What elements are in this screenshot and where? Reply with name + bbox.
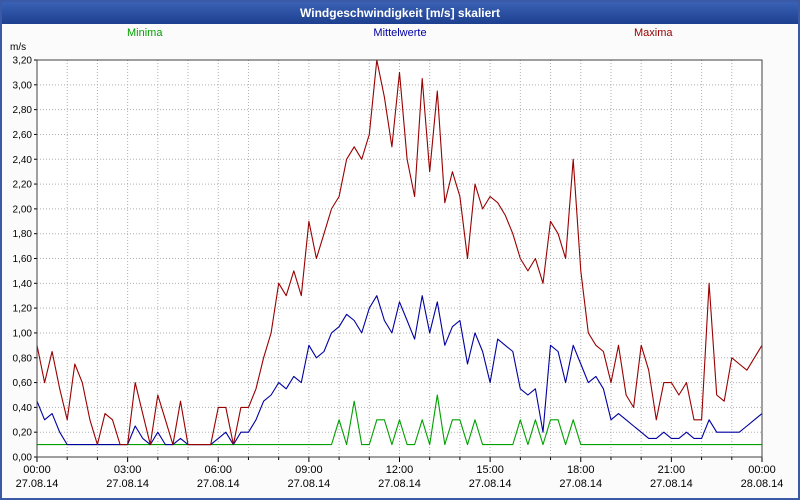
y-tick-label: 1,20 bbox=[13, 304, 33, 315]
y-tick-label: 0,00 bbox=[13, 453, 33, 464]
series-minima-line bbox=[37, 394, 762, 446]
x-tick-time-label: 21:00 bbox=[658, 464, 686, 476]
x-tick-date-label: 27.08.14 bbox=[378, 478, 421, 490]
legend-mittelwerte-label: Mittelwerte bbox=[373, 27, 427, 39]
x-tick-time-label: 15:00 bbox=[476, 464, 504, 476]
x-tick-date-label: 27.08.14 bbox=[16, 478, 59, 490]
y-tick-label: 3,00 bbox=[13, 80, 33, 91]
y-tick-label: 0,60 bbox=[13, 378, 33, 389]
x-tick-date-label: 27.08.14 bbox=[650, 478, 693, 490]
x-tick-date-label: 27.08.14 bbox=[106, 478, 149, 490]
x-tick-time-label: 00:00 bbox=[23, 464, 51, 476]
y-tick-label: 1,60 bbox=[13, 254, 33, 265]
y-tick-label: 0,80 bbox=[13, 353, 33, 364]
y-tick-label: 2,00 bbox=[13, 204, 33, 215]
x-tick-time-label: 03:00 bbox=[114, 464, 142, 476]
y-axis-unit-label: m/s bbox=[10, 42, 27, 53]
x-tick-time-label: 09:00 bbox=[295, 464, 323, 476]
y-tick-label: 1,40 bbox=[13, 279, 33, 290]
y-tick-label: 0,20 bbox=[13, 428, 33, 439]
y-tick-label: 2,40 bbox=[13, 155, 33, 166]
x-tick-time-label: 12:00 bbox=[386, 464, 414, 476]
x-tick-date-label: 28.08.14 bbox=[741, 478, 784, 490]
y-tick-label: 2,60 bbox=[13, 130, 33, 141]
plot-frame bbox=[36, 59, 763, 458]
x-tick-time-label: 06:00 bbox=[204, 464, 232, 476]
y-tick-label: 1,80 bbox=[13, 229, 33, 240]
series-mittelwerte-line bbox=[36, 295, 763, 446]
series-maxima-line bbox=[36, 59, 763, 446]
x-tick-date-label: 27.08.14 bbox=[469, 478, 512, 490]
x-tick-date-label: 27.08.14 bbox=[197, 478, 240, 490]
x-tick-time-label: 18:00 bbox=[567, 464, 595, 476]
legend-maxima-label: Maxima bbox=[634, 27, 673, 39]
y-tick-label: 2,80 bbox=[13, 105, 33, 116]
y-tick-label: 0,40 bbox=[13, 403, 33, 414]
legend-minima-label: Minima bbox=[127, 27, 163, 39]
x-tick-date-label: 27.08.14 bbox=[559, 478, 602, 490]
y-tick-label: 2,20 bbox=[13, 180, 33, 191]
y-tick-label: 1,00 bbox=[13, 328, 33, 339]
x-tick-date-label: 27.08.14 bbox=[287, 478, 330, 490]
chart-legend: Minima Mittelwerte Maxima bbox=[2, 27, 798, 43]
x-tick-time-label: 00:00 bbox=[748, 464, 776, 476]
chart-title: Windgeschwindigkeit [m/s] skaliert bbox=[300, 6, 500, 20]
chart-title-bar: Windgeschwindigkeit [m/s] skaliert bbox=[2, 2, 798, 24]
plot-background bbox=[37, 60, 762, 457]
y-tick-label: 3,20 bbox=[13, 56, 33, 67]
